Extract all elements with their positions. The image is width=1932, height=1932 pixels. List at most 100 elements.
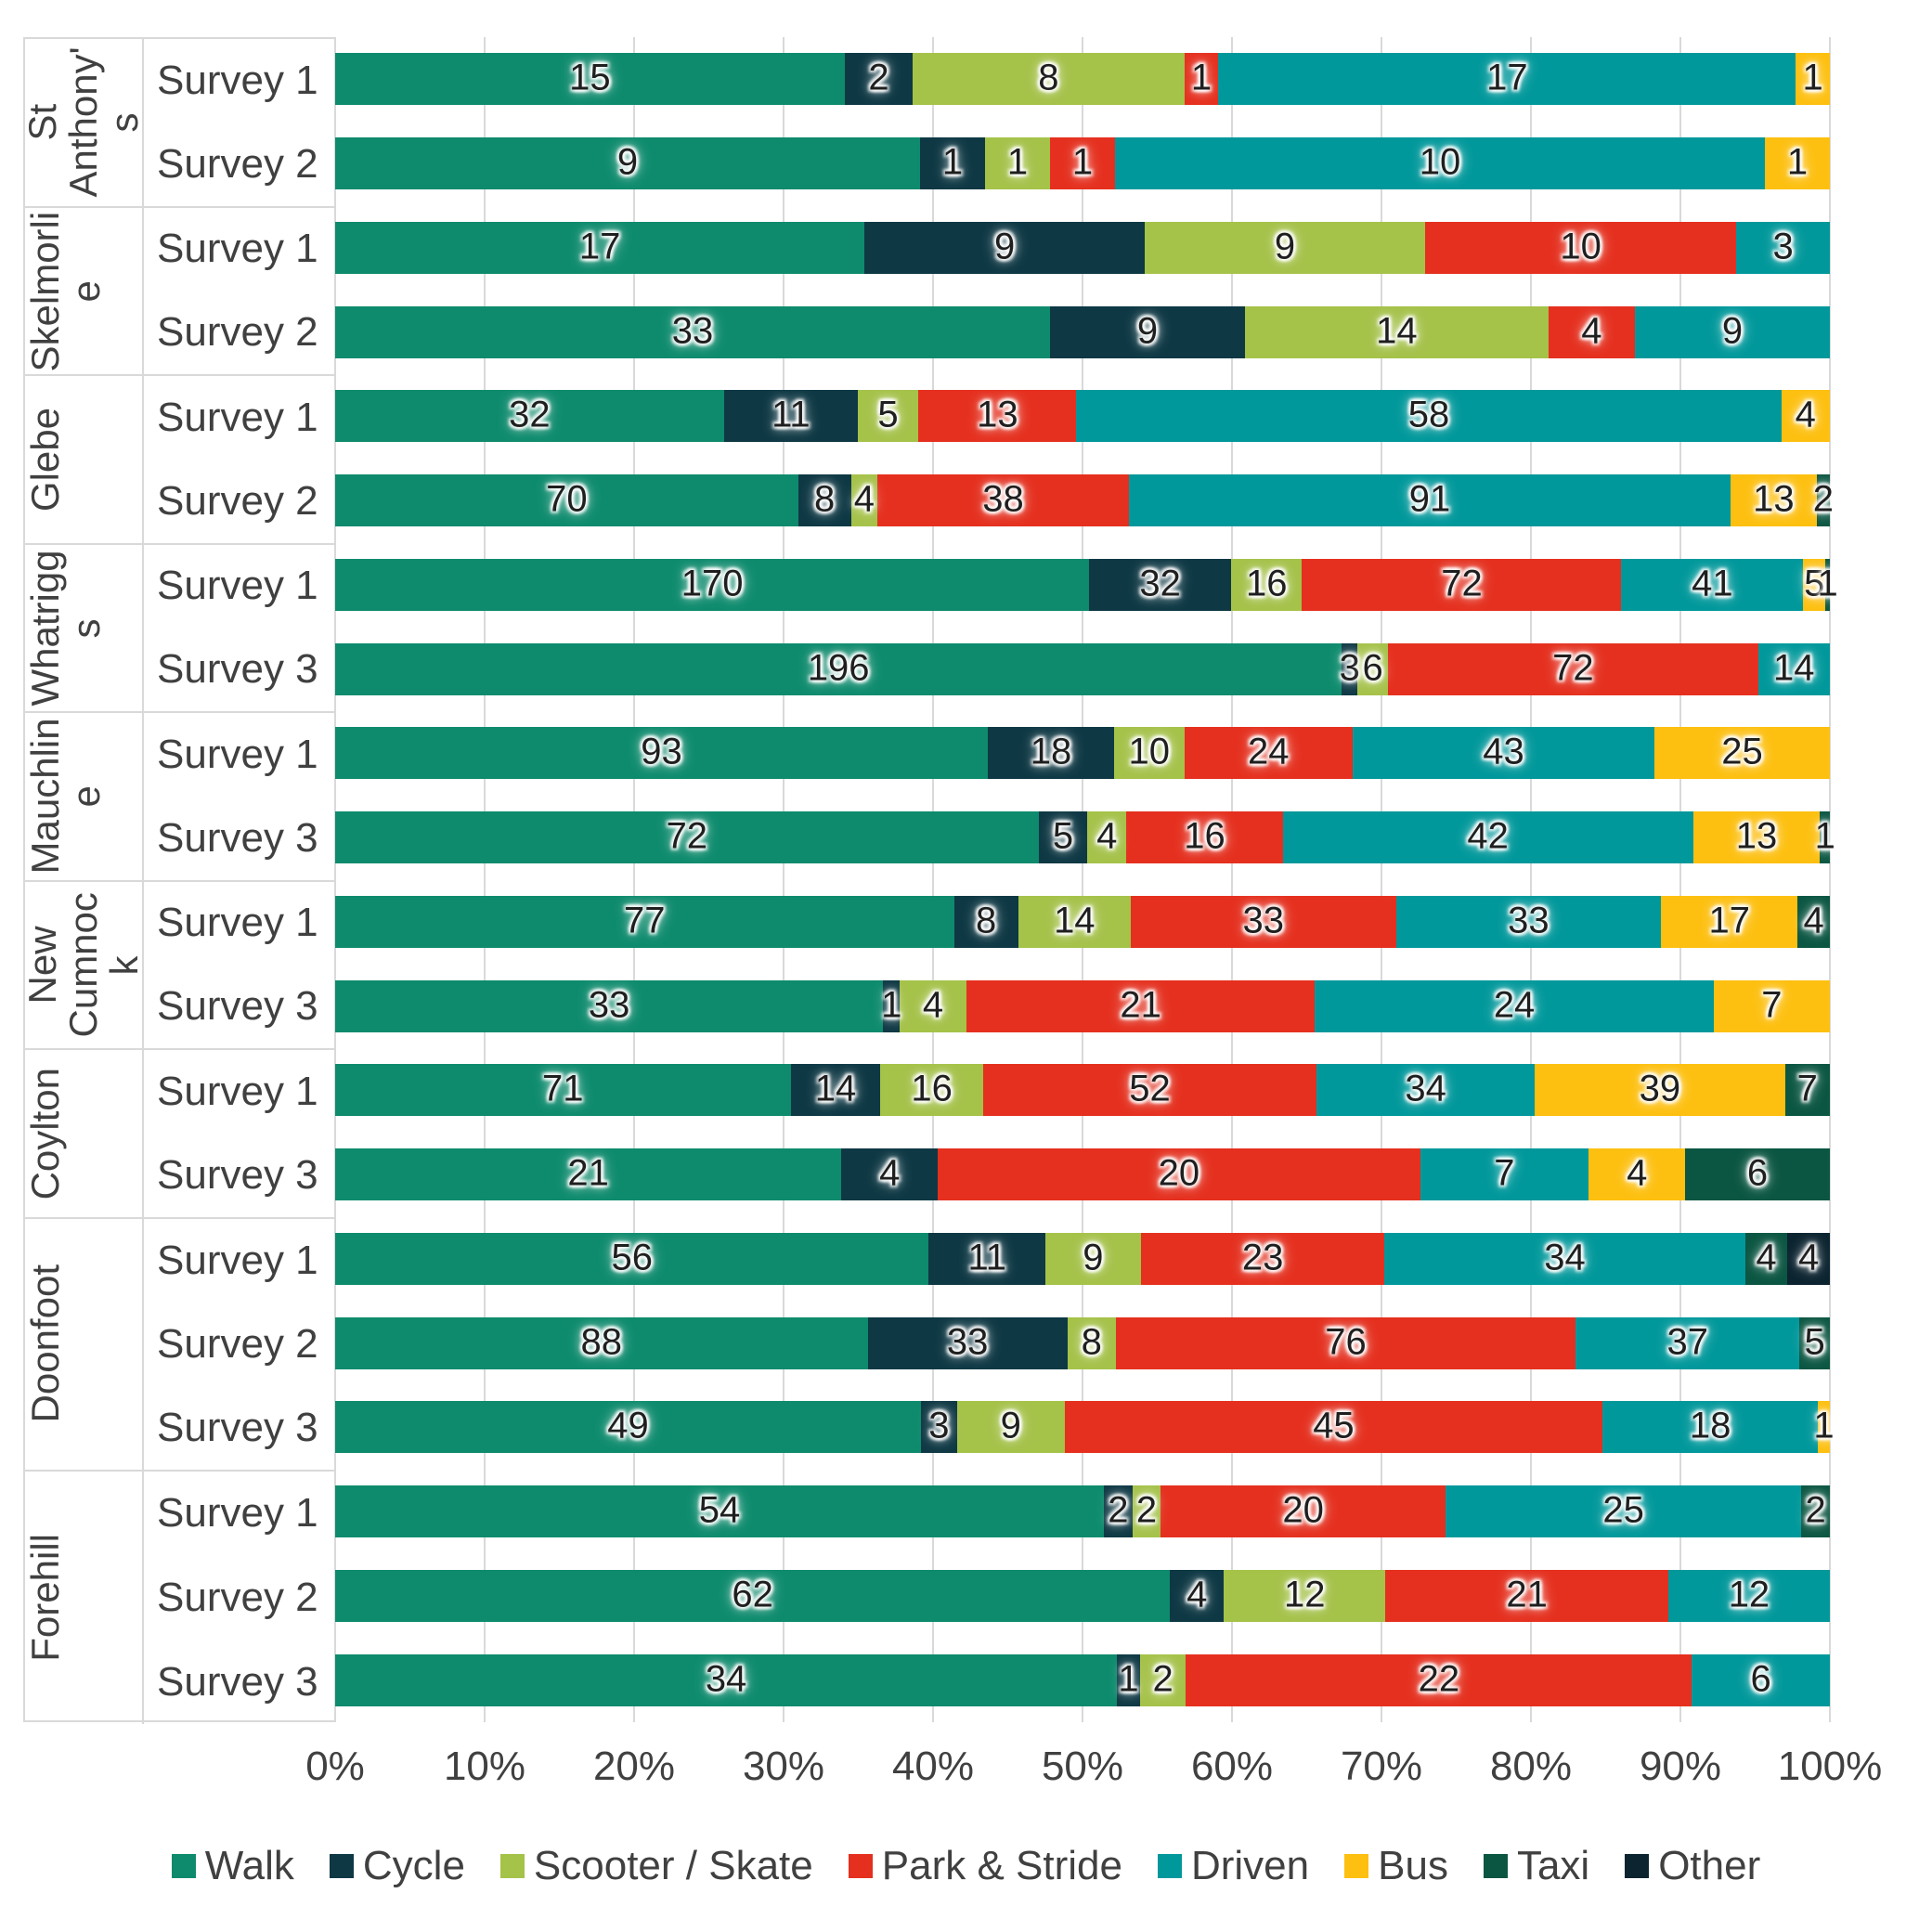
segment-cycle[interactable]: 1 [881, 979, 901, 1032]
segment-scooter[interactable]: 16 [880, 1064, 983, 1117]
segment-pas[interactable]: 23 [1140, 1232, 1385, 1285]
segment-scooter[interactable]: 12 [1224, 1569, 1386, 1622]
segment-walk[interactable]: 62 [335, 1569, 1171, 1622]
segment-driven[interactable]: 14 [1757, 642, 1830, 695]
segment-cycle[interactable]: 5 [1038, 811, 1088, 864]
segment-taxi[interactable]: 4 [1797, 895, 1830, 948]
segment-cycle[interactable]: 9 [1050, 305, 1245, 358]
segment-bus[interactable]: 39 [1535, 1064, 1785, 1117]
segment-scooter[interactable]: 9 [1045, 1232, 1141, 1285]
segment-driven[interactable]: 9 [1634, 305, 1830, 358]
segment-cycle[interactable]: 2 [844, 53, 914, 106]
segment-bus[interactable]: 13 [1692, 811, 1821, 864]
segment-walk[interactable]: 71 [335, 1064, 791, 1117]
segment-scooter[interactable]: 2 [1139, 1653, 1186, 1706]
segment-pas[interactable]: 1 [1050, 137, 1115, 190]
segment-cycle[interactable]: 11 [928, 1232, 1046, 1285]
segment-driven[interactable]: 7 [1420, 1148, 1589, 1201]
segment-taxi[interactable]: 5 [1799, 1316, 1830, 1369]
segment-bus[interactable]: 4 [1588, 1148, 1686, 1201]
segment-cycle[interactable]: 2 [1104, 1485, 1133, 1538]
segment-other[interactable]: 4 [1787, 1232, 1830, 1285]
segment-scooter[interactable]: 4 [850, 474, 878, 527]
legend-item-other[interactable]: Other [1625, 1843, 1760, 1889]
segment-cycle[interactable]: 4 [841, 1148, 939, 1201]
segment-pas[interactable]: 16 [1126, 811, 1283, 864]
segment-walk[interactable]: 9 [335, 137, 920, 190]
segment-pas[interactable]: 76 [1115, 1316, 1576, 1369]
segment-scooter[interactable]: 16 [1231, 558, 1303, 611]
segment-taxi[interactable]: 1 [1815, 811, 1835, 864]
legend-item-bus[interactable]: Bus [1344, 1843, 1448, 1889]
segment-pas[interactable]: 45 [1064, 1401, 1603, 1454]
segment-driven[interactable]: 58 [1076, 390, 1782, 443]
segment-pas[interactable]: 10 [1424, 221, 1737, 274]
segment-driven[interactable]: 17 [1218, 53, 1796, 106]
segment-pas[interactable]: 52 [982, 1064, 1317, 1117]
segment-cycle[interactable]: 1 [1117, 1653, 1140, 1706]
segment-driven[interactable]: 18 [1602, 1401, 1819, 1454]
segment-walk[interactable]: 93 [335, 727, 988, 780]
segment-scooter[interactable]: 14 [1018, 895, 1131, 948]
segment-taxi[interactable]: 6 [1685, 1148, 1830, 1201]
segment-pas[interactable]: 13 [918, 390, 1077, 443]
segment-driven[interactable]: 25 [1445, 1485, 1802, 1538]
segment-bus[interactable]: 17 [1661, 895, 1798, 948]
segment-scooter[interactable]: 9 [1145, 221, 1425, 274]
segment-pas[interactable]: 21 [966, 979, 1316, 1032]
segment-pas[interactable]: 72 [1302, 558, 1622, 611]
segment-walk[interactable]: 15 [335, 53, 845, 106]
segment-walk[interactable]: 77 [335, 895, 954, 948]
legend-item-walk[interactable]: Walk [171, 1843, 294, 1889]
segment-pas[interactable]: 38 [877, 474, 1129, 527]
segment-scooter[interactable]: 9 [956, 1401, 1065, 1454]
segment-bus[interactable]: 1 [1765, 137, 1830, 190]
segment-cycle[interactable]: 18 [987, 727, 1114, 780]
segment-driven[interactable]: 41 [1621, 558, 1804, 611]
segment-walk[interactable]: 33 [335, 305, 1050, 358]
segment-bus[interactable]: 25 [1654, 727, 1830, 780]
segment-pas[interactable]: 72 [1388, 642, 1758, 695]
segment-cycle[interactable]: 33 [867, 1316, 1068, 1369]
segment-driven[interactable]: 42 [1282, 811, 1693, 864]
segment-bus[interactable]: 13 [1731, 474, 1817, 527]
segment-taxi[interactable]: 1 [1817, 558, 1838, 611]
segment-scooter[interactable]: 5 [857, 390, 919, 443]
segment-walk[interactable]: 54 [335, 1485, 1104, 1538]
segment-walk[interactable]: 70 [335, 474, 798, 527]
segment-scooter[interactable]: 8 [913, 53, 1185, 106]
segment-cycle[interactable]: 32 [1089, 558, 1232, 611]
segment-taxi[interactable]: 2 [1801, 1485, 1830, 1538]
segment-cycle[interactable]: 14 [790, 1064, 881, 1117]
segment-cycle[interactable]: 4 [1170, 1569, 1225, 1622]
legend-item-taxi[interactable]: Taxi [1483, 1843, 1589, 1889]
segment-walk[interactable]: 17 [335, 221, 865, 274]
segment-cycle[interactable]: 9 [864, 221, 1146, 274]
segment-walk[interactable]: 72 [335, 811, 1039, 864]
segment-pas[interactable]: 1 [1184, 53, 1219, 106]
segment-scooter[interactable]: 4 [900, 979, 966, 1032]
segment-pas[interactable]: 20 [1160, 1485, 1446, 1538]
segment-pas[interactable]: 33 [1130, 895, 1396, 948]
segment-driven[interactable]: 91 [1128, 474, 1731, 527]
segment-cycle[interactable]: 3 [921, 1401, 957, 1454]
legend-item-pas[interactable]: Park & Stride [848, 1843, 1122, 1889]
segment-pas[interactable]: 22 [1186, 1653, 1692, 1706]
segment-walk[interactable]: 196 [335, 642, 1342, 695]
segment-driven[interactable]: 12 [1667, 1569, 1830, 1622]
segment-cycle[interactable]: 1 [920, 137, 985, 190]
segment-bus[interactable]: 5 [1803, 558, 1826, 611]
segment-walk[interactable]: 56 [335, 1232, 929, 1285]
segment-pas[interactable]: 21 [1385, 1569, 1668, 1622]
segment-driven[interactable]: 34 [1384, 1232, 1745, 1285]
segment-scooter[interactable]: 1 [985, 137, 1050, 190]
legend-item-scooter[interactable]: Scooter / Skate [499, 1843, 813, 1889]
segment-bus[interactable]: 1 [1813, 1401, 1835, 1454]
segment-walk[interactable]: 32 [335, 390, 724, 443]
segment-driven[interactable]: 33 [1395, 895, 1662, 948]
segment-cycle[interactable]: 11 [723, 390, 858, 443]
segment-driven[interactable]: 24 [1315, 979, 1714, 1032]
segment-driven[interactable]: 6 [1692, 1653, 1830, 1706]
segment-bus[interactable]: 1 [1796, 53, 1830, 106]
segment-driven[interactable]: 34 [1316, 1064, 1536, 1117]
